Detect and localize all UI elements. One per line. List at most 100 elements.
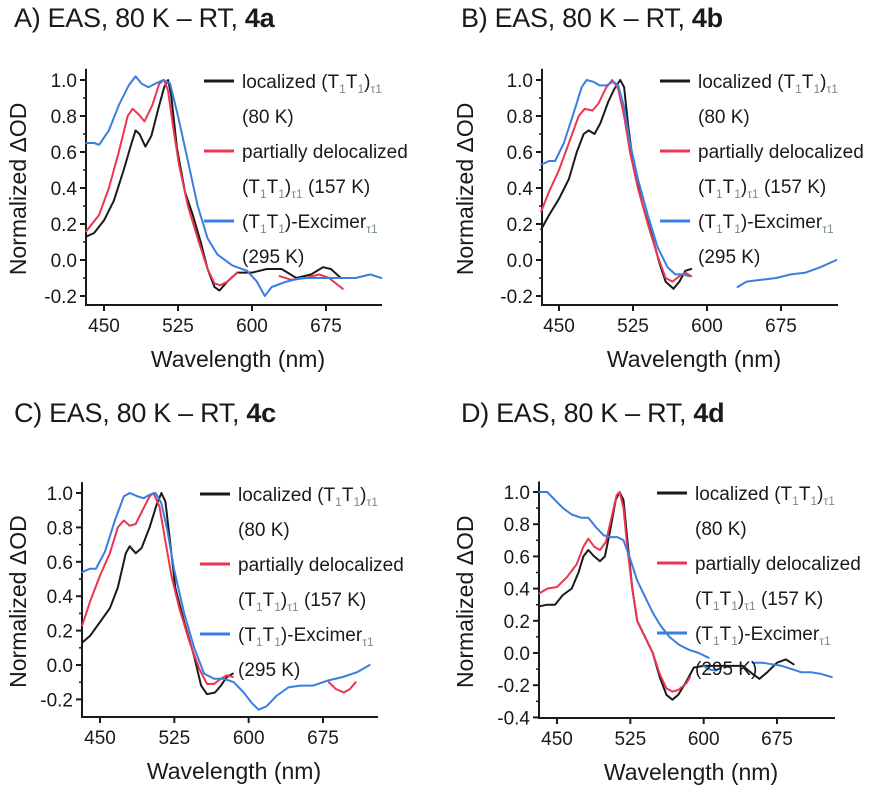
chart-panel-b: B) EAS, 80 K – RT, 4b 1.0 0.8 0.6 0.4 0.2 0.0 -… [447,0,894,395]
series-localized-line [540,79,693,290]
chart-svg: 1.0 0.8 0.6 0.4 0.2 0.0 -0.2 -0.4 450 525 600 675 Wa… [452,481,861,785]
series-excimer-line [702,664,723,672]
legend-label-temperature: (80 K) [695,519,747,540]
series-localized-line [81,492,234,696]
series-excimer-line [540,79,691,278]
x-axis-label: Wavelength (nm) [151,346,325,372]
y-tick-label: 1.0 [47,484,73,505]
series-excimer-line [751,661,833,679]
x-tick-label: 525 [158,728,190,749]
legend-label: partially delocalized [242,142,408,163]
legend-label: partially delocalized [698,142,864,163]
y-tick-label: 0.4 [504,580,531,601]
chart-panel-d: D) EAS, 80 K – RT, 4d 1.0 0.8 0.6 0.4 0.2 0.0 -… [447,395,894,790]
y-tick-label: -0.4 [497,708,530,729]
chart-svg: 1.0 0.8 0.6 0.4 0.2 0.0 -0.2 450 525 600 675 Wavele… [5,482,404,784]
legend-label-temperature: (295 K) [698,247,760,268]
y-tick-label: 1.0 [504,483,530,504]
x-tick-label: 450 [88,316,120,337]
legend-label-temperature: (80 K) [698,107,750,128]
y-tick-label: 0.6 [504,547,530,568]
panel-title-text: D) EAS, 80 K – RT, [461,398,694,428]
y-tick-label: -0.2 [497,676,530,697]
y-tick-label: 0.8 [47,518,73,539]
y-tick-label: 0.4 [47,587,74,608]
legend-label: (T1T1)τ1 (157 K) [695,589,823,613]
x-tick-label: 675 [310,316,342,337]
x-axis-label: Wavelength (nm) [604,759,778,785]
y-tick-label: 0.4 [51,179,78,200]
y-tick-label: 0.6 [51,143,77,164]
legend-label: localized (T1T1)τ1 [695,484,835,508]
y-axis-label: Normalized ΔOD [5,103,31,276]
y-tick-label: 0.0 [47,656,73,677]
y-tick-label: 0.2 [47,622,73,643]
series-partially-delocalized-line [85,79,239,287]
legend-label-temperature: (295 K) [695,659,757,680]
legend-label-temperature: (80 K) [238,520,290,541]
x-tick-label: 450 [543,316,575,337]
x-tick-label: 450 [541,729,573,750]
panel-title-text: C) EAS, 80 K – RT, [14,398,247,428]
legend-label-temperature: (80 K) [242,107,294,128]
legend-label: (T1T1)-Excimerτ1 [238,625,374,649]
x-tick-label: 525 [617,316,649,337]
panel-title: B) EAS, 80 K – RT, 4b [461,3,723,34]
y-tick-label: 1.0 [507,71,533,92]
legend-label-temperature: (295 K) [242,247,304,268]
series-partially-delocalized-line [327,681,357,694]
compound-label: 4c [246,398,276,428]
legend-label: localized (T1T1)τ1 [238,485,378,509]
y-tick-label: -0.2 [500,287,533,308]
x-tick-label: 600 [236,316,268,337]
series-partially-delocalized-line [538,491,691,693]
chart-svg: 1.0 0.8 0.6 0.4 0.2 0.0 -0.2 450 525 600 675 Wavele… [452,68,864,372]
y-tick-label: 1.0 [51,71,77,92]
y-tick-label: 0.6 [507,143,533,164]
series-partially-delocalized-line [278,273,344,290]
y-tick-label: 0.0 [504,644,530,665]
legend-label: (T1T1)τ1 (157 K) [242,177,370,201]
x-axis-label: Wavelength (nm) [147,758,321,784]
chart-panel-c: C) EAS, 80 K – RT, 4c 1.0 0.8 0.6 0.4 0.2 0.0 -… [0,395,447,790]
legend-label: (T1T1)τ1 (157 K) [238,590,366,614]
x-tick-label: 675 [307,728,339,749]
y-axis-label: Normalized ΔOD [452,103,478,276]
y-tick-label: -0.2 [40,690,73,711]
panel-title: A) EAS, 80 K – RT, 4a [14,3,275,34]
compound-label: 4a [244,3,275,33]
chart-panel-a: A) EAS, 80 K – RT, 4a 1.0 0.8 0.6 0.4 0.2 0.0 -… [0,0,447,395]
compound-label: 4d [693,398,725,428]
x-tick-label: 675 [761,729,793,750]
x-tick-label: 600 [233,728,265,749]
legend-label: partially delocalized [238,555,404,576]
x-tick-label: 600 [688,729,720,750]
y-tick-label: 0.4 [507,179,534,200]
legend-label: localized (T1T1)τ1 [698,72,838,96]
y-tick-label: 0.0 [507,251,533,272]
legend-label: (T1T1)-Excimerτ1 [698,212,834,236]
x-tick-label: 600 [691,316,723,337]
y-tick-label: 0.6 [47,553,73,574]
chart-svg: 1.0 0.8 0.6 0.4 0.2 0.0 -0.2 450 525 600 675 Wavele… [5,68,408,372]
legend: localized (T1T1)τ1 (80 K) partially deloca… [200,485,404,681]
legend: localized (T1T1)τ1 (80 K) partially deloca… [660,72,864,268]
y-tick-label: -0.2 [44,287,77,308]
x-tick-label: 675 [765,316,797,337]
series-excimer-line [736,259,838,288]
legend-label: (T1T1)-Excimerτ1 [242,212,378,236]
y-tick-label: 0.8 [507,107,533,128]
y-tick-label: 0.2 [507,215,533,236]
legend-label: (T1T1)-Excimerτ1 [695,624,831,648]
panel-title: C) EAS, 80 K – RT, 4c [14,398,276,429]
legend: localized (T1T1)τ1 (80 K) partially deloca… [204,72,408,268]
compound-label: 4b [691,3,723,33]
series-partially-delocalized-line [540,79,693,283]
y-tick-label: 0.2 [51,215,77,236]
series-excimer-line [538,491,710,659]
y-axis-label: Normalized ΔOD [5,515,31,688]
legend: localized (T1T1)τ1 (80 K) partially deloca… [657,484,861,680]
y-tick-label: 0.0 [51,251,77,272]
x-axis-label: Wavelength (nm) [607,346,781,372]
panel-title-text: B) EAS, 80 K – RT, [461,3,692,33]
